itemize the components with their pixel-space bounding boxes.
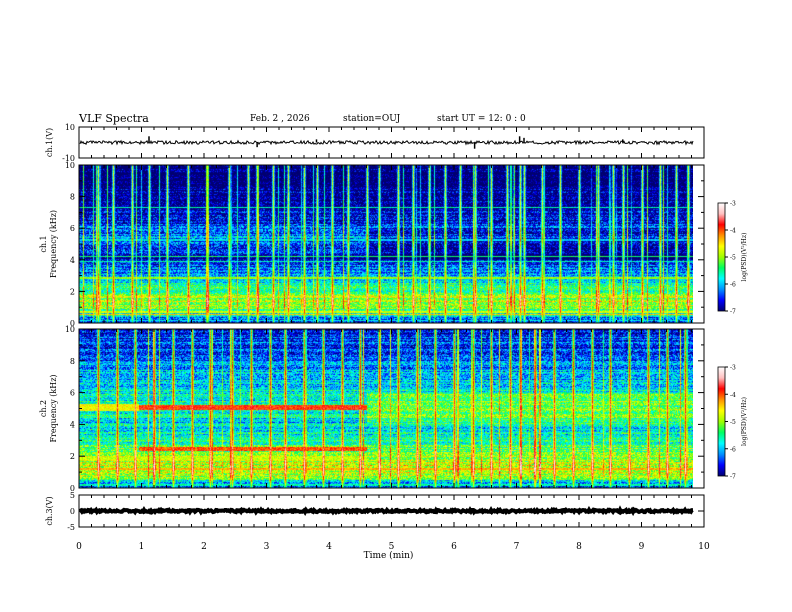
ch2-spectrogram-tick-label: 8	[70, 357, 75, 366]
ch1-waveform-tick-label: -10	[62, 154, 75, 163]
ch2-spectrogram-channel-label: ch.2	[39, 400, 48, 417]
ch1-spectrogram-ylabel: Frequency (kHz)	[49, 210, 58, 278]
ch2-spectrogram-colorbar-tick-label: -6	[730, 446, 736, 453]
x-tick-label: 6	[451, 542, 457, 552]
ch1-spectrogram-colorbar-tick-label: -5	[730, 255, 736, 262]
x-tick-label: 1	[139, 542, 145, 552]
ch2-spectrogram-colorbar-tick-label: -7	[730, 474, 736, 481]
ch3-waveform-ylabel: ch.3(V)	[45, 496, 54, 525]
ch1-spectrogram-colorbar-label: log(PSD)(V²/Hz)	[741, 233, 748, 282]
ch2-spectrogram-colorbar-tick-label: -5	[730, 419, 736, 426]
ch1-spectrogram-tick-label: 0	[70, 319, 75, 328]
ch2-spectrogram-colorbar	[717, 366, 726, 477]
ch1-spectrogram-tick-label: 6	[70, 224, 75, 233]
x-axis-label: Time (min)	[364, 550, 414, 561]
ch2-spectrogram-colorbar-tick-label: -4	[730, 392, 736, 399]
x-tick-label: 9	[639, 542, 645, 552]
ch1-spectrogram-tick-label: 4	[70, 256, 75, 265]
ch2-spectrogram-tick-label: 0	[70, 484, 75, 493]
ch1-waveform-tick-label: 10	[65, 123, 75, 132]
ch2-spectrogram-image	[79, 329, 693, 488]
x-tick-label: 7	[514, 542, 520, 552]
ch1-spectrogram-colorbar-tick-label: -6	[730, 282, 736, 289]
x-tick-label: 2	[201, 542, 207, 552]
x-tick-label: 10	[698, 542, 710, 552]
ch1-spectrogram-colorbar-tick-label: -3	[730, 201, 736, 208]
ch3-waveform-tick-label: -5	[67, 523, 75, 532]
x-tick-label: 8	[576, 542, 582, 552]
ch2-spectrogram-colorbar-tick-label: -3	[730, 365, 736, 372]
x-tick-label: 3	[264, 542, 270, 552]
ch1-spectrogram-colorbar	[717, 202, 726, 312]
figure-title: VLF Spectra	[79, 112, 149, 125]
ch2-spectrogram-tick-label: 4	[70, 420, 75, 429]
ch1-spectrogram-colorbar-tick-label: -4	[730, 228, 736, 235]
x-tick-label: 0	[76, 542, 82, 552]
ch1-spectrogram-channel-label: ch.1	[39, 235, 48, 252]
ch1-waveform-trace	[79, 139, 694, 146]
ch2-spectrogram-tick-label: 2	[70, 452, 75, 461]
ch1-spectrogram-tick-label: 2	[70, 287, 75, 296]
ch3-waveform-tick-label: 5	[70, 491, 75, 500]
ch1-spectrogram-tick-label: 8	[70, 193, 75, 202]
ch2-spectrogram-tick-label: 10	[65, 325, 75, 334]
ch2-spectrogram-colorbar-label: log(PSD)(V²/Hz)	[741, 397, 748, 446]
ch3-waveform-trace	[78, 505, 694, 517]
ch1-spectrogram-tick-label: 10	[65, 161, 75, 170]
x-tick-label: 4	[326, 542, 332, 552]
ch1-spectrogram-colorbar-tick-label: -7	[730, 309, 736, 316]
ch3-waveform-tick-label: 0	[70, 507, 75, 516]
ch1-spectrogram-image	[79, 165, 693, 323]
date-label: Feb. 2 , 2026	[250, 114, 310, 124]
start-time-label: start UT = 12: 0 : 0	[437, 114, 526, 124]
ch2-spectrogram-tick-label: 6	[70, 389, 75, 398]
ch2-spectrogram-ylabel: Frequency (kHz)	[49, 374, 58, 442]
ch1-waveform-ylabel: ch.1(V)	[45, 128, 54, 157]
x-tick-label: 5	[389, 542, 395, 552]
station-label: station=OUJ	[343, 114, 401, 124]
